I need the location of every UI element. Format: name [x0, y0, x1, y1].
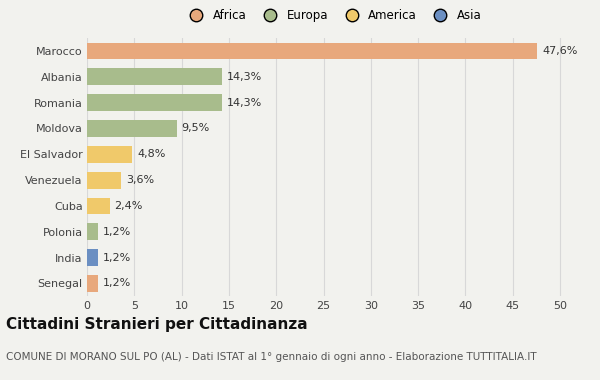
- Text: 14,3%: 14,3%: [227, 72, 262, 82]
- Bar: [87, 120, 177, 137]
- Bar: [87, 146, 133, 163]
- Text: 9,5%: 9,5%: [182, 124, 210, 133]
- Bar: [87, 94, 223, 111]
- Legend: Africa, Europa, America, Asia: Africa, Europa, America, Asia: [179, 5, 487, 27]
- Text: 3,6%: 3,6%: [126, 175, 154, 185]
- Text: 2,4%: 2,4%: [115, 201, 143, 211]
- Bar: [87, 223, 98, 240]
- Text: 4,8%: 4,8%: [137, 149, 166, 159]
- Text: 1,2%: 1,2%: [103, 253, 131, 263]
- Text: 1,2%: 1,2%: [103, 279, 131, 288]
- Bar: [87, 198, 110, 214]
- Text: COMUNE DI MORANO SUL PO (AL) - Dati ISTAT al 1° gennaio di ogni anno - Elaborazi: COMUNE DI MORANO SUL PO (AL) - Dati ISTA…: [6, 352, 536, 361]
- Bar: [87, 68, 223, 85]
- Bar: [87, 172, 121, 188]
- Bar: [87, 249, 98, 266]
- Bar: [87, 275, 98, 292]
- Bar: [87, 43, 538, 59]
- Text: 47,6%: 47,6%: [542, 46, 577, 56]
- Text: Cittadini Stranieri per Cittadinanza: Cittadini Stranieri per Cittadinanza: [6, 317, 308, 332]
- Text: 1,2%: 1,2%: [103, 227, 131, 237]
- Text: 14,3%: 14,3%: [227, 98, 262, 108]
